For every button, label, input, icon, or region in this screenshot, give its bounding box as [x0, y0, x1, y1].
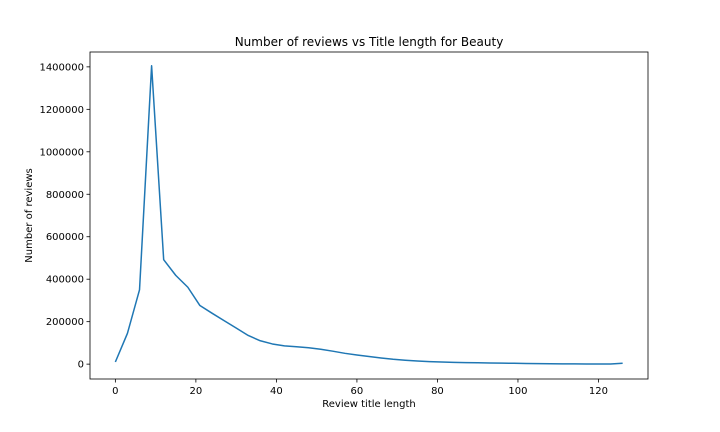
x-tick-label: 100	[508, 386, 527, 397]
x-axis-label: Review title length	[322, 399, 415, 410]
plot-area	[90, 52, 648, 379]
y-tick-label: 600000	[46, 232, 84, 243]
y-tick-label: 400000	[46, 275, 84, 286]
y-tick-label: 200000	[46, 317, 84, 328]
series-line	[114, 65, 623, 365]
y-tick-label: 1200000	[39, 105, 84, 116]
x-tick-label: 80	[431, 386, 444, 397]
y-tick-label: 1000000	[39, 147, 84, 158]
x-tick-label: 20	[190, 386, 203, 397]
y-axis-label: Number of reviews	[24, 168, 35, 262]
x-tick-label: 120	[589, 386, 608, 397]
series-group	[114, 65, 623, 365]
x-axis: 0 20 40 60 80 100 120	[112, 379, 608, 397]
plot-frame	[89, 51, 649, 380]
x-tick-label: 40	[270, 386, 283, 397]
y-tick-label: 0	[78, 360, 84, 371]
chart-title: Number of reviews vs Title length for Be…	[235, 35, 504, 49]
x-tick-label: 0	[112, 386, 118, 397]
y-axis: 0 200000 400000 600000 800000 1000000 1200000 1…	[39, 62, 90, 371]
x-tick-label: 60	[351, 386, 364, 397]
y-tick-label: 1400000	[39, 62, 84, 73]
y-tick-label: 800000	[46, 190, 84, 201]
